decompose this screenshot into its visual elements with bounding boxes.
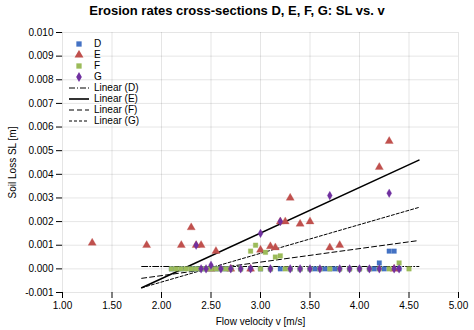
svg-text:4.00: 4.00 [350, 300, 370, 311]
html-text:F: F [94, 60, 101, 71]
svg-text:-0.001: -0.001 [25, 287, 54, 298]
svg-text:Soil Loss SL [m]: Soil Loss SL [m] [7, 126, 18, 198]
svg-text:0.009: 0.009 [28, 50, 53, 61]
html-text:Linear (F): Linear (F) [94, 104, 138, 115]
html-text:G: G [94, 71, 102, 82]
svg-text:0.001: 0.001 [28, 239, 53, 250]
svg-text:0.010: 0.010 [28, 27, 53, 38]
svg-text:0.006: 0.006 [28, 121, 53, 132]
html-text:Linear (D): Linear (D) [94, 82, 139, 93]
svg-text:2.50: 2.50 [201, 300, 221, 311]
svg-text:0.008: 0.008 [28, 74, 53, 85]
svg-text:1.00: 1.00 [53, 300, 73, 311]
html-text:Erosion rates cross-sections D: Erosion rates cross-sections D, E, F, G:… [89, 3, 385, 18]
svg-text:0.005: 0.005 [28, 145, 53, 156]
svg-text:0.002: 0.002 [28, 216, 53, 227]
svg-text:5.00: 5.00 [449, 300, 469, 311]
svg-text:0.000: 0.000 [28, 263, 53, 274]
html-text:D: D [94, 38, 102, 49]
svg-text:2.00: 2.00 [152, 300, 172, 311]
svg-text:1.50: 1.50 [102, 300, 122, 311]
svg-text:Flow velocity v [m/s]: Flow velocity v [m/s] [216, 316, 306, 327]
html-text:E: E [94, 49, 101, 60]
html-text:Linear (G): Linear (G) [94, 115, 139, 126]
svg-text:0.004: 0.004 [28, 169, 53, 180]
html-text:Linear (E): Linear (E) [94, 93, 138, 104]
svg-text:0.007: 0.007 [28, 98, 53, 109]
svg-text:0.003: 0.003 [28, 192, 53, 203]
svg-text:4.50: 4.50 [399, 300, 419, 311]
svg-text:3.00: 3.00 [251, 300, 271, 311]
svg-text:3.50: 3.50 [300, 300, 320, 311]
